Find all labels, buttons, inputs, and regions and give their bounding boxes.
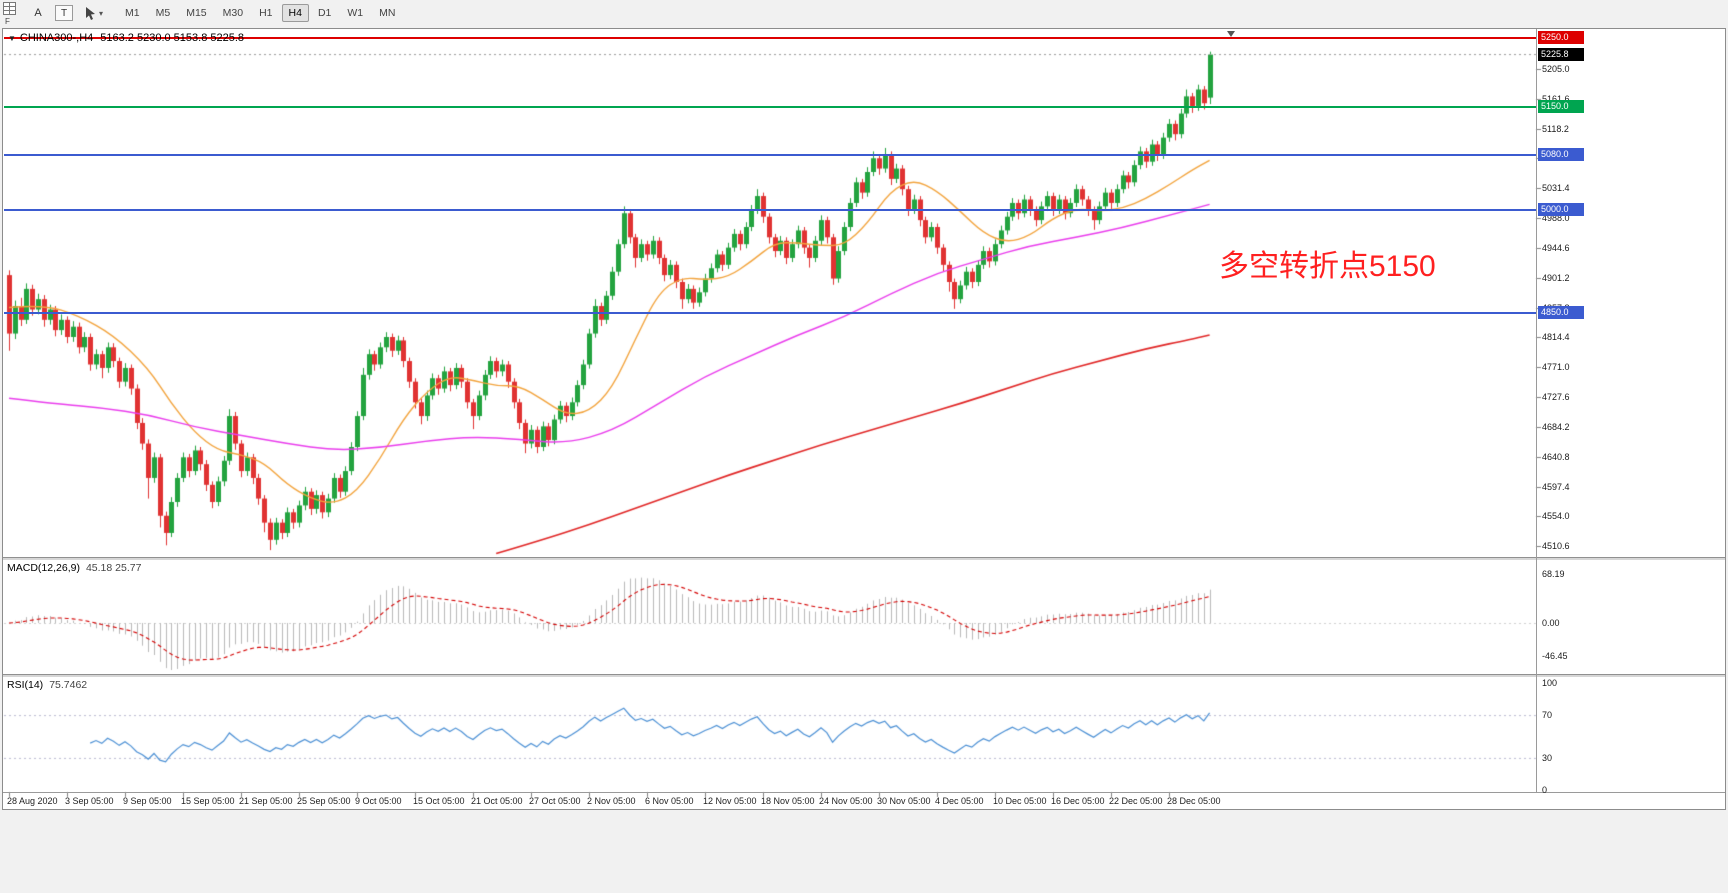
- timeframe-M15[interactable]: M15: [186, 7, 207, 19]
- time-scale-label: 15 Sep 05:00: [181, 796, 235, 806]
- toolbar: F A T ▾ M1 M5 M15 M30 H1 H4 D1 W1 MN: [0, 0, 1728, 26]
- price-scale-label: 4640.8: [1542, 451, 1570, 462]
- time-scale-label: 22 Dec 05:00: [1109, 796, 1163, 806]
- level-line-5080.0[interactable]: [4, 153, 1536, 156]
- timeframe-bar: M1 M5 M15 M30 H1 H4 D1 W1 MN: [117, 4, 403, 22]
- timeframe-H1[interactable]: H1: [259, 7, 273, 19]
- rsi-axis-label: 30: [1542, 752, 1553, 763]
- price-scale-label: 4510.6: [1542, 541, 1570, 552]
- price-badge-5150.0: 5150.0: [1538, 100, 1584, 114]
- time-scale-label: 25 Sep 05:00: [297, 796, 351, 806]
- time-scale-label: 16 Dec 05:00: [1051, 796, 1105, 806]
- macd-title: MACD(12,26,9): [7, 562, 80, 574]
- price-scale-label: 5161.6: [1542, 93, 1570, 104]
- macd-splitter[interactable]: [3, 557, 1725, 560]
- level-line-5150.0[interactable]: [4, 105, 1536, 108]
- time-scale-label: 30 Nov 05:00: [877, 796, 931, 806]
- time-scale-label: 3 Sep 05:00: [65, 796, 114, 806]
- time-scale-label: 12 Nov 05:00: [703, 796, 757, 806]
- rsi-title: RSI(14): [7, 679, 44, 691]
- time-scale-separator: [3, 792, 1725, 793]
- price-scale-label: 4597.4: [1542, 481, 1570, 492]
- f-label: F: [5, 17, 10, 26]
- rsi-value: 75.7462: [49, 679, 88, 691]
- rsi-splitter[interactable]: [3, 674, 1725, 677]
- one-click-trading-toggle[interactable]: ▼: [8, 34, 16, 43]
- timeframe-D1[interactable]: D1: [317, 7, 332, 19]
- dropdown-caret-icon[interactable]: ▾: [99, 8, 104, 18]
- price-scale-label: 5118.2: [1542, 123, 1569, 134]
- time-scale-label: 28 Aug 2020: [7, 796, 58, 806]
- macd-axis-label: -46.45: [1542, 651, 1568, 662]
- time-scale-label: 10 Dec 05:00: [993, 796, 1047, 806]
- time-scale-label: 9 Sep 05:00: [123, 796, 172, 806]
- price-scale-label: 5031.4: [1542, 183, 1570, 194]
- chart-shift-marker[interactable]: [1227, 31, 1235, 37]
- price-scale-label: 4684.2: [1542, 421, 1570, 432]
- price-badge-4850.0: 4850.0: [1538, 306, 1584, 320]
- timeframe-W1[interactable]: W1: [347, 7, 364, 19]
- grid-icon[interactable]: [3, 2, 16, 15]
- time-scale-label: 6 Nov 05:00: [645, 796, 694, 806]
- timeframe-M5[interactable]: M5: [155, 7, 171, 19]
- rsi-header: RSI(14) 75.7462: [7, 679, 87, 691]
- current-price-badge: 5225.8: [1538, 48, 1584, 62]
- price-scale-separator: [1536, 29, 1537, 792]
- rsi-axis-label: 0: [1542, 785, 1548, 795]
- ohlc-values: 5163.2 5230.0 5153.8 5225.8: [100, 32, 245, 44]
- price-scale-label: 4901.2: [1542, 272, 1570, 283]
- app-icon-cluster: F: [3, 0, 21, 26]
- time-scale-label: 27 Oct 05:00: [529, 796, 581, 806]
- price-scale-label: 4988.0: [1542, 213, 1570, 224]
- pointer-tool-icon[interactable]: [82, 4, 98, 22]
- price-badge-5250.0: 5250.0: [1538, 31, 1584, 45]
- timeframe-MN[interactable]: MN: [379, 7, 396, 19]
- level-line-4850.0[interactable]: [4, 311, 1536, 314]
- timeframe-M1[interactable]: M1: [125, 7, 140, 19]
- level-line-5000.0[interactable]: [4, 208, 1536, 211]
- price-scale[interactable]: 5205.05161.65118.25074.85031.44988.04944…: [1537, 29, 1725, 792]
- macd-axis-label: 0.00: [1542, 618, 1560, 628]
- time-scale-label: 9 Oct 05:00: [355, 796, 402, 806]
- macd-axis-label: 68.19: [1542, 569, 1565, 580]
- price-scale-label: 4727.6: [1542, 392, 1570, 403]
- time-scale-label: 28 Dec 05:00: [1167, 796, 1221, 806]
- time-scale[interactable]: 28 Aug 2020 3 Sep 05:00 9 Sep 05:00 15 Sep …: [3, 793, 1725, 809]
- chart-window: ▼ CHINA300-,H4 5163.2 5230.0 5153.8 5225.8…: [2, 28, 1726, 810]
- text-a-tool[interactable]: A: [34, 7, 42, 19]
- time-scale-label: 18 Nov 05:00: [761, 796, 815, 806]
- time-scale-label: 2 Nov 05:00: [587, 796, 636, 806]
- timeframe-M30[interactable]: M30: [222, 7, 244, 19]
- time-scale-label: 4 Dec 05:00: [935, 796, 984, 806]
- price-badge-5080.0: 5080.0: [1538, 148, 1584, 162]
- time-scale-label: 15 Oct 05:00: [413, 796, 465, 806]
- symbol-ohlc-line: ▼ CHINA300-,H4 5163.2 5230.0 5153.8 5225.8: [8, 32, 244, 44]
- level-line-5250.0[interactable]: [4, 36, 1536, 39]
- annotation-text[interactable]: 多空转折点5150: [1219, 250, 1436, 283]
- time-scale-label: 21 Oct 05:00: [471, 796, 523, 806]
- rsi-axis-label: 100: [1542, 678, 1558, 688]
- price-scale-label: 5205.0: [1542, 63, 1570, 74]
- macd-header: MACD(12,26,9) 45.18 25.77: [7, 562, 141, 574]
- time-scale-label: 21 Sep 05:00: [239, 796, 293, 806]
- time-scale-label: 24 Nov 05:00: [819, 796, 873, 806]
- price-scale-label: 4554.0: [1542, 511, 1570, 522]
- price-scale-label: 4814.4: [1542, 332, 1570, 343]
- price-chart-canvas[interactable]: [3, 29, 1725, 809]
- macd-values: 45.18 25.77: [85, 562, 142, 574]
- price-scale-label: 4771.0: [1542, 362, 1570, 373]
- symbol-label: CHINA300-,H4: [19, 32, 94, 44]
- timeframe-H4[interactable]: H4: [281, 4, 309, 22]
- price-badge-5000.0: 5000.0: [1538, 203, 1584, 217]
- price-scale-label: 4944.6: [1542, 242, 1570, 253]
- rsi-axis-label: 70: [1542, 710, 1553, 721]
- text-t-tool[interactable]: T: [55, 5, 73, 21]
